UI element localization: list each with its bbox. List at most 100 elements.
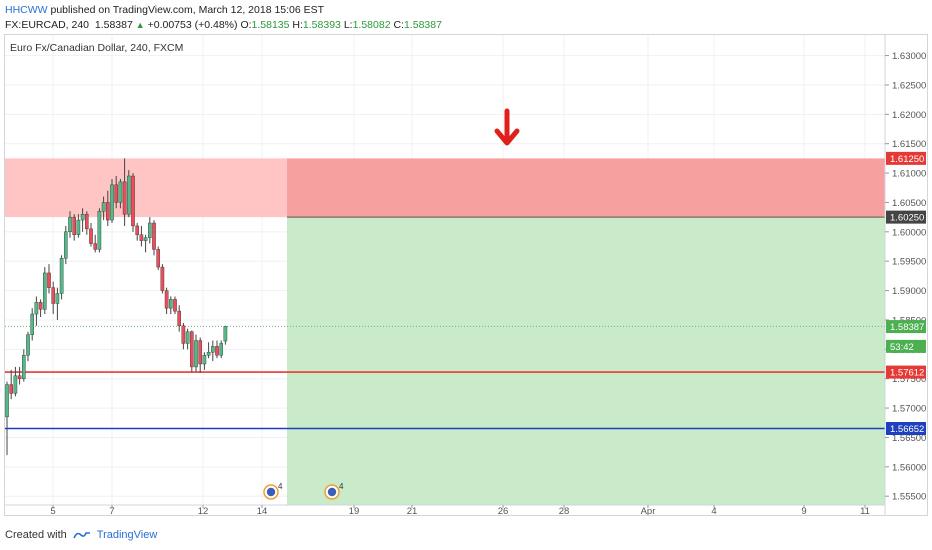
candle-body[interactable] [147,222,152,238]
candle-body[interactable] [43,272,47,310]
x-tick-label: 4 [711,506,716,515]
candle-body[interactable] [5,384,9,418]
price-label-box [886,339,926,353]
candle-body[interactable] [152,222,156,250]
candle-body[interactable] [76,219,81,235]
candle-body[interactable] [55,293,60,304]
x-tick-label: 14 [257,506,268,515]
x-tick-label: 19 [349,506,360,515]
y-tick-label: 1.61000 [892,169,926,180]
candle-body[interactable] [72,216,76,235]
author-link[interactable]: HHCWW [5,4,48,16]
x-tick-label: Apr [641,506,656,515]
x-tick-label: 5 [50,506,55,515]
candle-body[interactable] [139,234,144,241]
x-tick-label: 21 [407,506,418,515]
candle-body[interactable] [164,290,169,309]
created-with-label: Created with [5,529,67,541]
event-icon-center [266,487,276,497]
candle-body[interactable] [68,216,72,233]
candle-body[interactable] [34,302,39,315]
low-label: L: [343,19,353,31]
open-label: O: [240,19,252,31]
candle-body[interactable] [168,299,173,309]
candle-body[interactable] [22,354,26,379]
candle-body[interactable] [93,243,97,250]
resistance-zone[interactable] [5,158,287,218]
open-value: 1.58135 [251,19,290,31]
candle-body[interactable] [118,181,123,203]
candle-body[interactable] [126,175,131,215]
candle-body[interactable] [114,184,118,203]
candle-body[interactable] [160,266,165,291]
candle-body[interactable] [173,299,177,312]
y-tick-label: 1.63000 [892,51,926,62]
event-count-label: 4 [278,482,283,491]
y-tick-label: 1.60500 [892,198,926,209]
candle-body[interactable] [143,237,148,241]
candle-body[interactable] [215,346,219,356]
candle-body[interactable] [89,228,93,244]
symbol-label: FX:EURCAD, 240 [5,19,90,31]
candle-body[interactable] [101,202,106,212]
y-tick-label: 1.61500 [892,139,926,150]
candle-body[interactable] [80,213,85,221]
candle-body[interactable] [131,175,135,227]
sell-arrow-icon[interactable] [494,108,520,146]
candle-body[interactable] [105,202,110,221]
candle-body[interactable] [189,331,194,368]
candle-body[interactable] [198,340,203,365]
footer: Created with TradingView [5,529,157,541]
candle-body[interactable] [51,287,55,304]
candle-body[interactable] [13,375,18,394]
price-label: 1.61250 [890,154,924,165]
candle-body[interactable] [97,211,102,250]
symbol-info-row: FX:EURCAD, 240 1.58387 ▲ +0.00753 (+0.48… [5,18,442,32]
price-label: 53:42 [890,342,914,353]
candle-body[interactable] [17,375,22,379]
price-chart[interactable]: 1.555001.560001.565001.570001.575001.580… [5,35,927,515]
price-label-box [886,422,926,436]
y-tick-label: 1.62500 [892,80,926,91]
x-tick-label: 28 [559,506,570,515]
chart-frame[interactable]: 1.555001.560001.565001.570001.575001.580… [4,34,928,516]
y-tick-label: 1.57000 [892,404,926,415]
candle-body[interactable] [59,258,64,294]
close-label: C: [393,19,404,31]
candle-body[interactable] [185,331,190,344]
candle-body[interactable] [47,272,51,288]
candle-body[interactable] [84,213,89,230]
candle-body[interactable] [202,354,207,365]
x-tick-label: 7 [109,506,114,515]
candle-body[interactable] [219,343,224,356]
candle-body[interactable] [194,340,198,368]
candle-body[interactable] [223,326,228,342]
price-label: 1.60250 [890,213,924,224]
candle-body[interactable] [30,313,35,335]
high-label: H: [292,19,303,31]
candle-body[interactable] [135,225,140,235]
price-change: +0.00753 (+0.48%) [147,19,238,31]
low-value: 1.58082 [352,19,391,31]
candle-body[interactable] [122,181,127,215]
candle-body[interactable] [110,184,114,221]
y-tick-label: 1.56500 [892,433,926,444]
price-label-box [886,320,926,334]
candle-body[interactable] [38,302,43,310]
close-value: 1.58387 [403,19,442,31]
candle-body[interactable] [156,249,161,268]
y-tick-label: 1.56000 [892,462,926,473]
tradingview-brand[interactable]: TradingView [96,529,158,541]
stop-loss-zone[interactable] [287,158,885,218]
price-label-box [886,151,926,165]
profit-zone[interactable] [287,217,885,505]
candle-body[interactable] [64,231,68,259]
candle-body[interactable] [26,334,30,356]
candle-body[interactable] [210,346,215,353]
candle-body[interactable] [9,384,13,394]
candle-body[interactable] [206,352,211,356]
candle-body[interactable] [181,325,186,344]
event-icon-center [327,487,337,497]
candle-body[interactable] [177,310,182,327]
up-arrow-icon: ▲ [135,20,145,30]
